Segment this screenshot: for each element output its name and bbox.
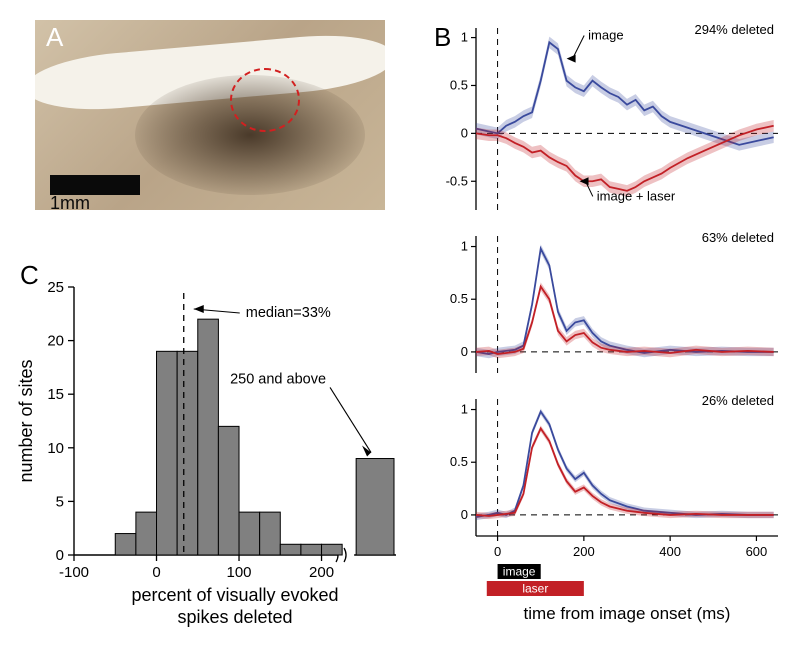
svg-text:0: 0 [461,507,468,522]
panel-b-traces: -0.5 0 0.5 1 294% deleted image image + laser 0… [430,20,790,630]
svg-text:0.5: 0.5 [450,291,468,306]
scale-bar-label: 1mm [50,193,90,210]
panel-a-micrograph: 1mm [35,20,385,210]
svg-text:image: image [503,565,536,579]
svg-text:100: 100 [227,564,252,581]
svg-text:-100: -100 [59,564,89,581]
panel-c-histogram: -10001002000510152025median=33%250 and a… [14,255,412,635]
svg-text:5: 5 [56,493,64,510]
svg-text:spikes deleted: spikes deleted [177,607,292,627]
svg-text:0.5: 0.5 [450,77,468,92]
svg-text:25: 25 [47,279,64,296]
scale-bar [50,175,140,195]
svg-text:250 and above: 250 and above [230,371,326,387]
roi-circle [230,68,300,132]
svg-text:0: 0 [56,547,64,564]
svg-text:20: 20 [47,333,64,350]
svg-text:600: 600 [746,544,768,559]
svg-text:200: 200 [309,564,334,581]
svg-text:1: 1 [461,30,468,45]
svg-text:image: image [588,27,623,42]
svg-text:median=33%: median=33% [246,305,331,321]
svg-text:image + laser: image + laser [597,188,676,203]
svg-text:0: 0 [494,544,501,559]
svg-text:200: 200 [573,544,595,559]
svg-text:-0.5: -0.5 [446,173,468,188]
panel-a-label: A [46,22,63,53]
svg-text:percent of visually evoked: percent of visually evoked [131,585,338,605]
svg-text:1: 1 [461,402,468,417]
svg-text:0.5: 0.5 [450,454,468,469]
svg-text:0: 0 [461,125,468,140]
svg-text:laser: laser [522,582,548,596]
svg-text:number of sites: number of sites [16,359,36,482]
svg-text:time from image onset (ms): time from image onset (ms) [524,604,731,623]
svg-text:26% deleted: 26% deleted [702,393,774,408]
svg-text:1: 1 [461,239,468,254]
svg-text:15: 15 [47,386,64,403]
svg-text:10: 10 [47,440,64,457]
svg-text:294% deleted: 294% deleted [694,22,774,37]
svg-text:0: 0 [461,344,468,359]
svg-text:400: 400 [659,544,681,559]
svg-text:63% deleted: 63% deleted [702,230,774,245]
svg-text:0: 0 [152,564,160,581]
